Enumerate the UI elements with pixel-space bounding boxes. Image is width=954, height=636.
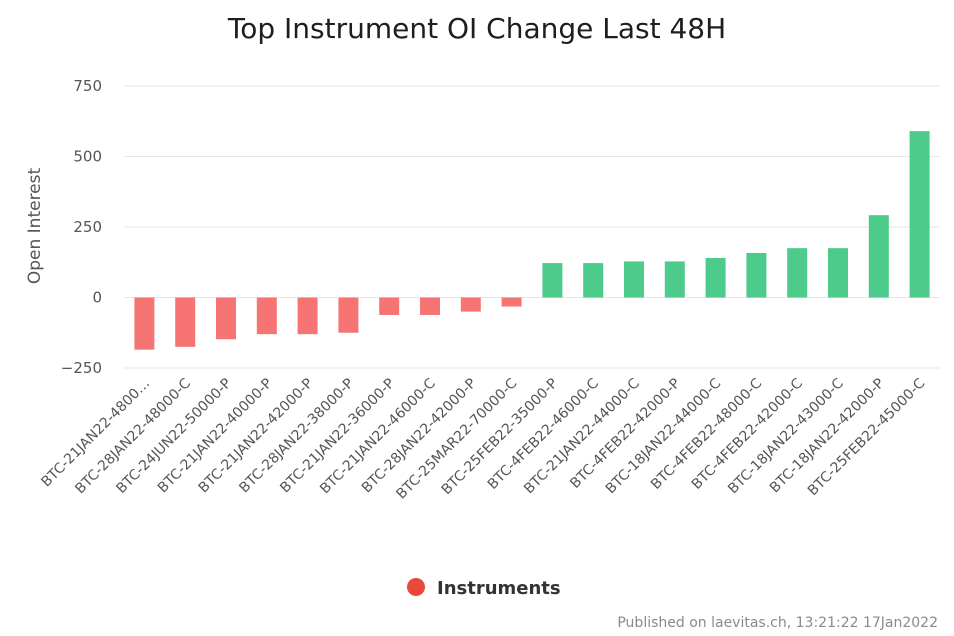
bar[interactable] — [868, 215, 889, 298]
bar[interactable] — [787, 248, 808, 298]
bar[interactable] — [583, 263, 604, 298]
bar[interactable] — [175, 297, 196, 347]
legend-label: Instruments — [437, 578, 561, 599]
y-axis-label: Open Interest — [25, 168, 45, 285]
bar[interactable] — [420, 297, 440, 315]
bar[interactable] — [216, 297, 236, 340]
y-tick-label: 750 — [73, 77, 102, 95]
bar[interactable] — [338, 297, 359, 333]
y-tick-label: 500 — [73, 148, 102, 166]
y-axis-ticks: 750 500 250 0 −250 — [61, 77, 102, 377]
y-tick-label: 250 — [73, 218, 102, 236]
y-tick-label: −250 — [61, 359, 102, 377]
bar[interactable] — [256, 297, 277, 335]
bar[interactable] — [624, 261, 644, 298]
grid-lines — [124, 85, 940, 369]
bar[interactable] — [746, 252, 767, 298]
bars — [134, 131, 930, 350]
chart-title: Top Instrument OI Change Last 48H — [227, 12, 726, 45]
y-tick-label: 0 — [92, 289, 102, 307]
bar[interactable] — [909, 131, 930, 298]
bar[interactable] — [542, 263, 563, 298]
bar[interactable] — [664, 261, 685, 298]
bar[interactable] — [379, 297, 400, 315]
bar[interactable] — [134, 297, 155, 350]
x-axis-ticks: BTC-21JAN22-4800…BTC-28JAN22-48000-CBTC-… — [38, 375, 928, 502]
bar[interactable] — [297, 297, 318, 335]
bar[interactable] — [460, 297, 481, 312]
credit-text[interactable]: Published on laevitas.ch, 13:21:22 17Jan… — [617, 615, 938, 631]
legend-marker — [407, 578, 425, 596]
legend[interactable]: Instruments — [407, 578, 561, 599]
bar[interactable] — [828, 248, 848, 298]
bar[interactable] — [705, 258, 726, 298]
bar[interactable] — [501, 297, 522, 307]
